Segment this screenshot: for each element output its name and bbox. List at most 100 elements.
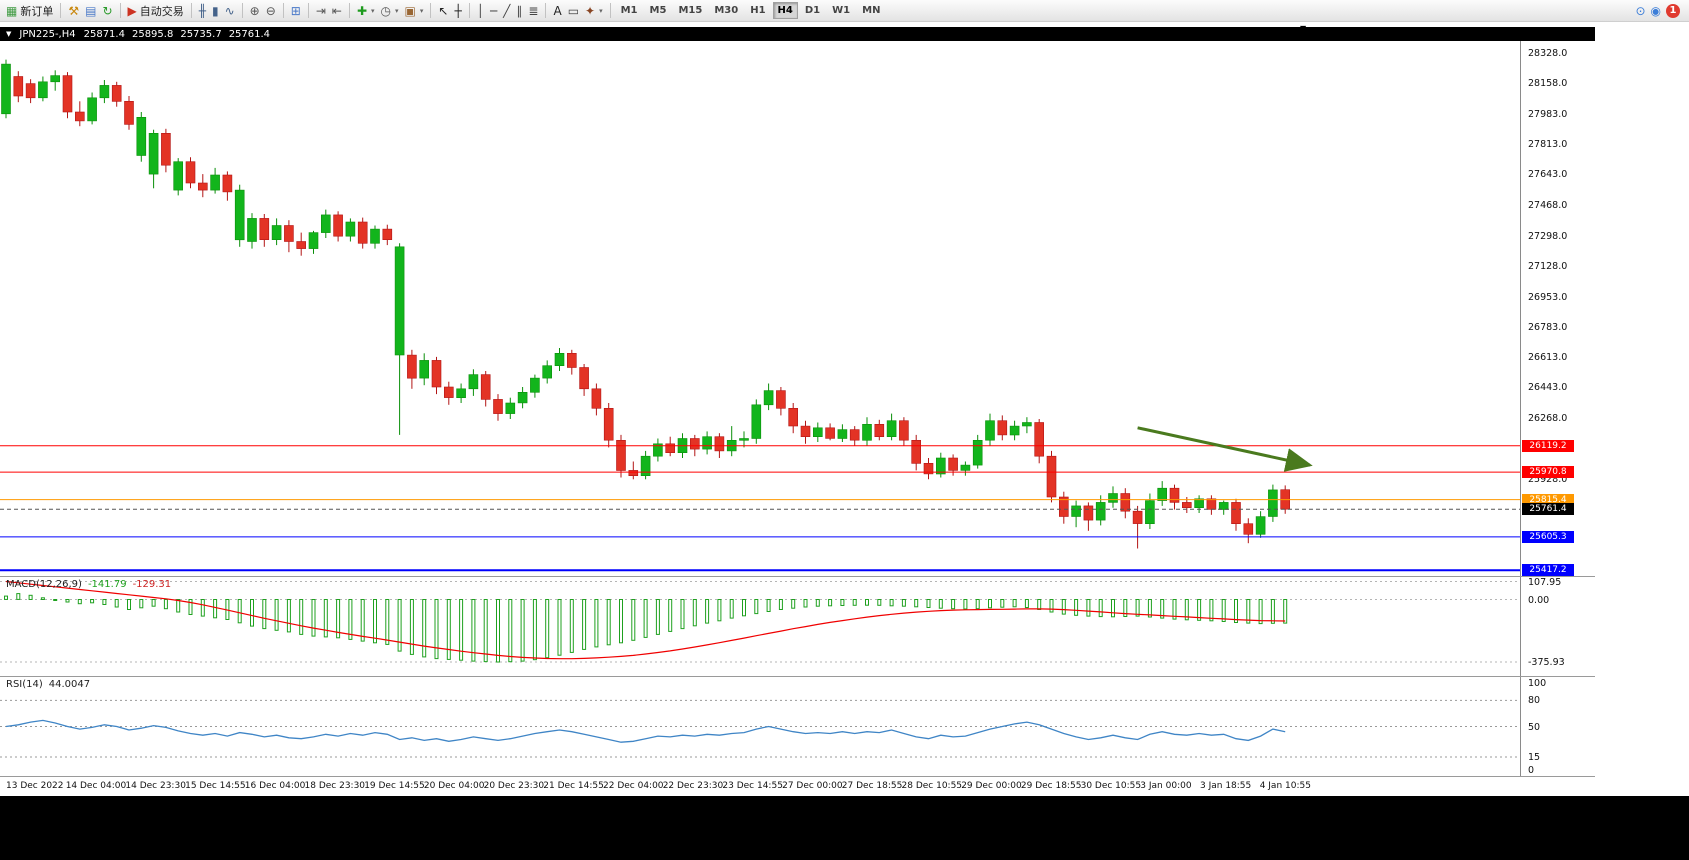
trend-arrow-annotation[interactable]	[1137, 426, 1313, 472]
macd-histogram-bar	[508, 599, 513, 663]
indicators-button[interactable]: ✚ ▾	[354, 3, 378, 19]
timeframe-m15-button[interactable]: M15	[678, 5, 703, 16]
timeframe-m5-button[interactable]: M5	[649, 5, 667, 16]
open-value: 25871.4	[83, 28, 125, 40]
bear-candle	[259, 218, 270, 240]
timeframe-m1-button[interactable]: M1	[620, 5, 638, 16]
periods-button[interactable]: ◷ ▾	[378, 3, 402, 19]
text-button[interactable]: A	[550, 3, 564, 19]
macd-histogram-bar	[114, 599, 119, 608]
dropdown-caret-icon[interactable]: ▾	[371, 6, 375, 15]
community-icon[interactable]: ◉	[1650, 3, 1661, 18]
rsi-axis-tick: 80	[1528, 695, 1541, 707]
rsi-panel[interactable]	[0, 677, 1520, 776]
bear-candle	[800, 425, 811, 438]
macd-histogram-bar	[815, 599, 820, 607]
bull-candle	[370, 228, 380, 244]
notification-badge[interactable]: 1	[1666, 3, 1680, 18]
macd-histogram-bar	[668, 599, 673, 632]
macd-histogram-bar	[532, 599, 537, 661]
text-label-icon: ▭	[567, 3, 580, 18]
line-chart-button[interactable]: ∿	[222, 3, 238, 19]
toolbar-separator	[609, 3, 611, 18]
vertical-line-button[interactable]: │	[474, 3, 487, 19]
candlestick-chart-button[interactable]: ▮	[209, 3, 222, 19]
price-tick: 25928.0	[1528, 473, 1568, 485]
bear-candle	[665, 443, 676, 453]
price-tick: 28158.0	[1528, 77, 1568, 89]
price-level-label: 25605.3	[1522, 530, 1574, 543]
macd-panel[interactable]	[0, 577, 1520, 676]
text-label-button[interactable]: ▭	[565, 3, 582, 19]
macd-histogram-bar	[951, 599, 956, 610]
text-icon: A	[553, 3, 562, 18]
auto-scroll-button[interactable]: ⇥	[313, 3, 329, 19]
bear-candle	[874, 423, 885, 437]
macd-histogram-bar	[1135, 599, 1140, 617]
zoom-in-button[interactable]: ⊕	[247, 3, 263, 19]
crosshair-button[interactable]: ┼	[451, 3, 464, 19]
zoom-out-button[interactable]: ⊖	[263, 3, 279, 19]
price-axis[interactable]: 28328.0 28158.0 27983.0 27813.0 27643.0 27468…	[1521, 41, 1595, 577]
printer-button[interactable]: ▤	[82, 3, 99, 19]
timeframe-m30-button[interactable]: M30	[714, 5, 739, 16]
time-axis[interactable]: 13 Dec 2022 14 Dec 04:00 14 Dec 23:30 15 De…	[0, 776, 1595, 797]
dropdown-caret-icon[interactable]: ▾	[419, 6, 424, 15]
macd-histogram-bar	[938, 599, 943, 609]
time-label: 27 Dec 00:00	[782, 781, 843, 791]
timeframe-d1-button[interactable]: D1	[804, 5, 821, 16]
timeframe-mn-button[interactable]: MN	[862, 5, 881, 16]
hammer-button[interactable]: ⚒	[65, 3, 82, 19]
bear-candle	[124, 100, 134, 125]
time-label: 20 Dec 04:00	[423, 781, 485, 791]
crosshair-icon: ┼	[454, 3, 462, 18]
cursor-button[interactable]: ↖	[435, 3, 451, 19]
macd-histogram-bar	[496, 599, 500, 663]
macd-histogram-bar	[1221, 599, 1226, 622]
bull-candle	[517, 391, 528, 404]
templates-icon: ▣	[404, 3, 416, 18]
bear-candle	[284, 225, 294, 242]
timeframe-w1-button[interactable]: W1	[832, 5, 851, 16]
main-chart[interactable]	[0, 41, 1520, 576]
bar-chart-button[interactable]: ╫	[196, 3, 209, 19]
refresh-button[interactable]: ↻	[99, 3, 115, 19]
collapse-arrow-icon[interactable]: ▼	[6, 30, 12, 38]
chart-shift-button[interactable]: ⇤	[329, 3, 345, 19]
tile-windows-button[interactable]: ⊞	[288, 3, 304, 19]
timeframe-h4-button[interactable]: H4	[772, 2, 798, 19]
bull-candle	[972, 439, 983, 466]
horizontal-line-button[interactable]: ─	[487, 3, 500, 19]
templates-button[interactable]: ▣ ▾	[402, 3, 427, 19]
macd-histogram-bar	[1184, 599, 1189, 621]
search-icon[interactable]: ⊙	[1635, 3, 1646, 18]
timeframe-h1-button[interactable]: H1	[750, 5, 766, 16]
autotrade-button[interactable]: ▶ 自动交易	[125, 2, 187, 20]
bear-candle	[579, 367, 589, 390]
bear-candle	[1120, 493, 1131, 512]
time-label: 19 Dec 14:55	[364, 781, 425, 791]
dropdown-caret-icon[interactable]: ▾	[599, 6, 603, 15]
bear-candle	[161, 133, 171, 166]
trendline-button[interactable]: ╱	[500, 3, 513, 19]
channel-button[interactable]: ∥	[513, 3, 525, 19]
chart-shift-icon: ⇤	[331, 3, 342, 18]
bull-candle	[1255, 516, 1266, 535]
price-tick: 27468.0	[1528, 200, 1568, 212]
macd-histogram-bar	[914, 599, 919, 608]
fibonacci-button[interactable]: ≣	[525, 3, 541, 19]
bar-chart-icon: ╫	[198, 3, 206, 18]
macd-histogram-bar	[1258, 599, 1263, 625]
rsi-axis[interactable]: 100 80 50 15 0	[1521, 677, 1595, 776]
bull-candle	[1157, 487, 1167, 501]
macd-histogram-bar	[250, 599, 254, 627]
bull-candle	[763, 390, 774, 406]
macd-axis[interactable]: 107.95 0.00 -375.93	[1521, 577, 1595, 676]
new-order-button[interactable]: ▦ 新订单	[3, 2, 56, 20]
macd-histogram-bar	[1172, 599, 1177, 620]
macd-histogram-bar	[582, 599, 587, 650]
bear-candle	[25, 83, 36, 99]
arrows-button[interactable]: ✦ ▾	[582, 3, 606, 19]
dropdown-caret-icon[interactable]: ▾	[395, 6, 399, 15]
macd-histogram-bar	[545, 599, 550, 659]
